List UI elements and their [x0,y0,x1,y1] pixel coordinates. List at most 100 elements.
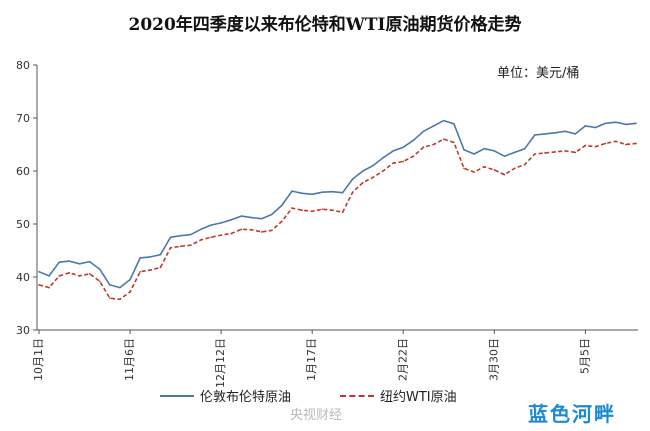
data-point-wti [594,145,597,148]
data-point-wti [402,160,405,163]
data-point-wti [311,210,314,213]
data-point-brent [534,134,536,136]
data-point-brent [625,123,627,126]
data-point-brent [442,119,445,122]
data-point-wti [554,151,556,153]
legend-wti: 纽约WTI原油 [340,386,457,405]
data-point-wti [523,163,526,166]
data-point-wti [361,181,364,184]
x-tick-label: 11月6日 [123,338,136,381]
data-point-brent [594,126,597,129]
data-point-brent [402,146,405,148]
data-point-wti [382,170,384,172]
data-point-wti [321,208,324,210]
data-point-wti [574,151,577,154]
data-point-wti [584,144,587,147]
legend-brent-swatch [160,394,194,397]
data-point-brent [220,222,222,224]
series-line-brent [38,119,637,289]
data-point-brent [68,260,71,262]
data-point-brent [139,257,141,259]
data-point-wti [139,270,141,273]
data-point-wti [78,275,81,277]
data-point-wti [291,207,293,209]
data-point-wti [129,291,131,293]
data-point-brent [301,192,303,195]
data-point-wti [149,269,152,271]
data-point-brent [635,122,637,125]
y-tick-label: 60 [16,165,30,178]
data-point-wti [301,209,303,212]
data-point-brent [119,286,121,289]
data-point-brent [210,224,212,226]
data-point-brent [109,284,111,286]
data-point-wti [473,171,475,173]
data-point-wti [493,169,496,171]
data-point-wti [483,165,486,168]
data-point-brent [432,125,435,127]
data-point-wti [159,266,162,269]
data-point-brent [584,125,587,127]
data-point-wti [220,234,222,236]
data-point-brent [554,132,556,134]
chart-title: 2020年四季度以来布伦特和WTI原油期货价格走势 [128,15,522,35]
data-point-brent [189,233,192,236]
data-point-wti [98,280,101,283]
data-point-brent [422,130,425,133]
data-point-wti [432,143,435,146]
data-point-wti [442,138,445,140]
data-point-wti [200,239,202,241]
data-point-wti [331,209,334,212]
data-point-brent [473,153,475,155]
data-point-brent [149,256,152,258]
data-point-brent [523,147,526,150]
data-point-brent [412,139,415,142]
y-tick-label: 30 [16,324,30,337]
watermark-cctv-finance: 央视财经 [290,408,343,423]
data-point-brent [38,270,40,273]
y-tick-label: 80 [16,59,30,72]
data-point-brent [351,178,354,180]
series-line-wti [38,138,637,301]
unit-label: 单位：美元/桶 [497,66,580,81]
watermark-brand: 蓝色河畔 [528,402,616,426]
data-point-wti [625,143,627,146]
data-point-wti [88,273,91,275]
data-point-wti [179,245,182,248]
data-point-wti [544,152,546,154]
data-point-brent [78,262,81,265]
data-point-brent [311,193,314,196]
data-point-brent [604,122,607,125]
data-point-wti [169,247,172,249]
data-point-wti [58,275,61,277]
data-point-wti [230,232,233,235]
legend-wti-swatch [340,394,374,397]
data-point-brent [270,213,273,216]
data-point-brent [331,190,334,193]
data-point-brent [260,217,263,220]
data-point-brent [230,218,233,221]
x-tick-label: 3月30日 [487,338,500,381]
data-point-wti [604,142,607,145]
data-point-brent [392,150,394,152]
data-point-brent [564,130,566,133]
legend-brent-label: 伦敦布伦特原油 [200,390,292,405]
data-point-wti [341,211,344,214]
data-point-wti [392,162,394,164]
data-point-brent [382,156,384,159]
data-point-brent [200,228,202,231]
data-point-wti [534,153,536,155]
data-point-brent [341,191,344,194]
data-point-wti [453,141,455,144]
data-point-brent [88,260,91,263]
data-point-wti [189,244,192,246]
data-point-wti [270,229,273,232]
data-point-brent [321,191,324,193]
data-point-wti [372,176,374,179]
data-point-brent [361,170,364,172]
data-point-wti [281,220,283,223]
data-point-brent [58,261,61,263]
data-point-brent [483,147,486,150]
data-point-wti [210,236,212,239]
